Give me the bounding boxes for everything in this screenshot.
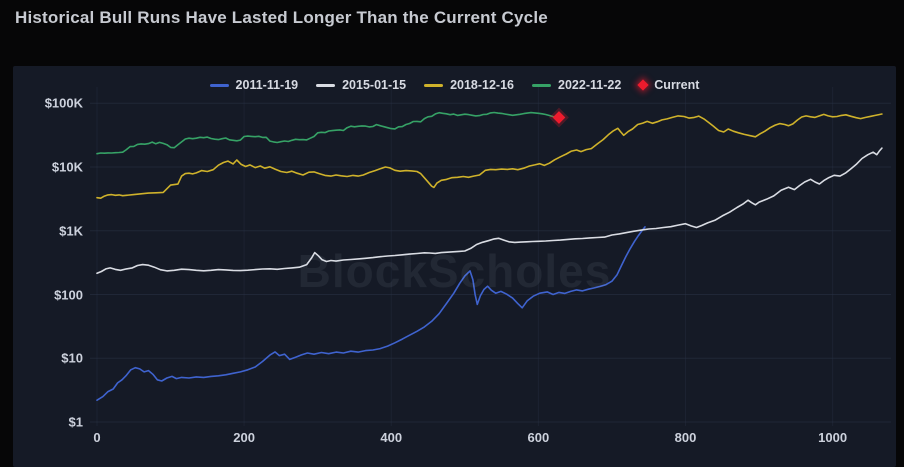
y-axis-tick-label: $10K bbox=[51, 159, 83, 175]
y-axis-tick-label: $100 bbox=[54, 287, 83, 303]
chart-panel: BlockScholes 2011-11-19 2015-01-15 2018-… bbox=[13, 66, 896, 467]
current-diamond-icon bbox=[637, 79, 649, 91]
x-axis-tick-label: 1000 bbox=[818, 430, 848, 445]
series-swatch-2018 bbox=[424, 83, 444, 87]
legend-item-2011-11-19[interactable]: 2011-11-19 bbox=[209, 78, 299, 92]
y-axis-tick-label: $100K bbox=[44, 95, 83, 111]
series-line-2022-11-22 bbox=[96, 111, 560, 155]
x-axis-tick-label: 0 bbox=[93, 430, 101, 445]
legend-item-2015-01-15[interactable]: 2015-01-15 bbox=[316, 78, 406, 92]
legend-item-2018-12-16[interactable]: 2018-12-16 bbox=[424, 78, 514, 92]
x-axis-tick-label: 600 bbox=[527, 430, 550, 445]
legend-label: 2015-01-15 bbox=[342, 78, 407, 92]
chart-legend: 2011-11-19 2015-01-15 2018-12-16 2022-11… bbox=[13, 78, 896, 92]
legend-item-2022-11-22[interactable]: 2022-11-22 bbox=[532, 78, 621, 92]
page-title: Historical Bull Runs Have Lasted Longer … bbox=[15, 8, 548, 27]
y-axis-tick-label: $1K bbox=[59, 223, 83, 239]
series-line-2015-01-15 bbox=[96, 147, 883, 275]
y-axis-tick-label: $10 bbox=[61, 350, 83, 366]
series-swatch-2011 bbox=[209, 83, 229, 87]
y-axis-tick-label: $1 bbox=[68, 414, 83, 430]
x-axis-tick-label: 800 bbox=[674, 430, 697, 445]
series-line-2018-12-16 bbox=[96, 113, 883, 199]
x-axis-tick-label: 200 bbox=[233, 430, 255, 445]
legend-label: 2022-11-22 bbox=[558, 78, 622, 92]
series-line-2011-11-19 bbox=[96, 226, 646, 402]
series-swatch-2022 bbox=[532, 83, 552, 87]
bull-runs-chart bbox=[90, 87, 891, 426]
legend-item-current[interactable]: Current bbox=[637, 78, 700, 92]
series-swatch-2015 bbox=[316, 83, 336, 87]
legend-label: Current bbox=[654, 78, 700, 92]
x-axis-tick-label: 400 bbox=[380, 430, 403, 445]
legend-label: 2018-12-16 bbox=[450, 78, 515, 92]
legend-label: 2011-11-19 bbox=[235, 78, 299, 92]
